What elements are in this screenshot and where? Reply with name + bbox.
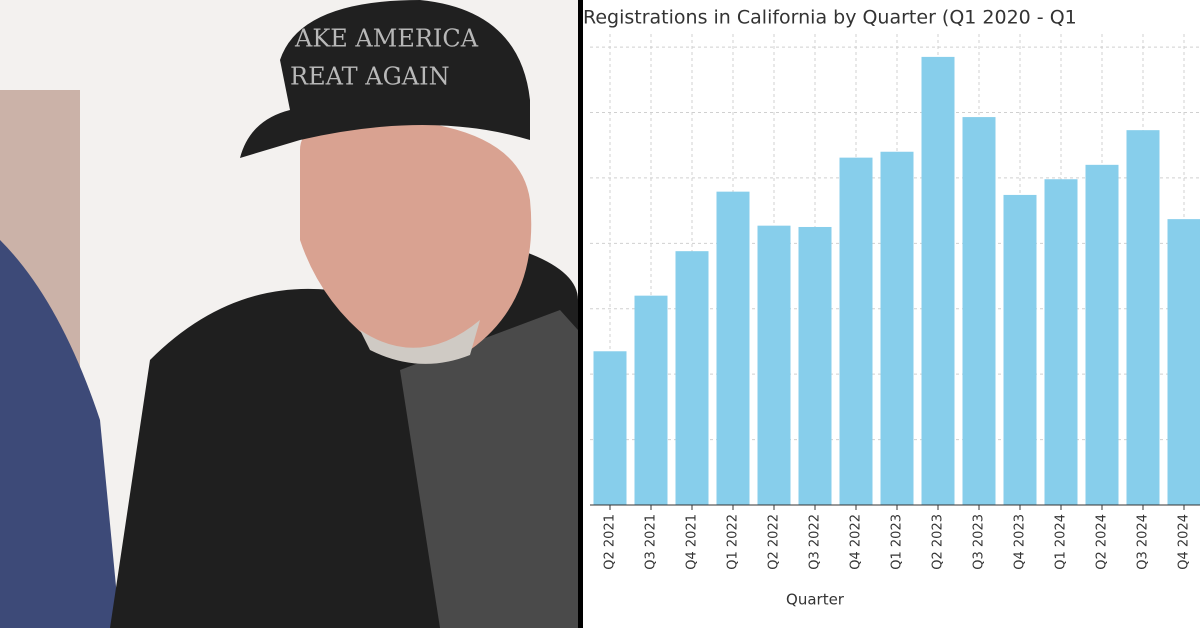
x-tick-label: Q2 2021 bbox=[603, 514, 618, 570]
divider bbox=[578, 0, 583, 628]
bar bbox=[716, 191, 750, 505]
x-axis-label: Quarter bbox=[786, 591, 845, 609]
x-tick-label: Q2 2024 bbox=[1095, 514, 1110, 570]
cap-text: AKE AMERICA bbox=[294, 25, 479, 53]
bar bbox=[880, 151, 914, 505]
bar bbox=[1126, 130, 1160, 505]
bar bbox=[1167, 219, 1200, 506]
x-tick-label: Q2 2023 bbox=[931, 514, 946, 570]
x-tick-label: Q1 2022 bbox=[726, 514, 741, 570]
chart: Registrations in California by Quarter (… bbox=[583, 0, 1200, 628]
x-tick-label: Q1 2023 bbox=[890, 514, 905, 570]
x-tick-label: Q3 2024 bbox=[1136, 514, 1151, 570]
bar bbox=[757, 225, 791, 505]
bar bbox=[962, 117, 996, 506]
x-tick-label: Q4 2023 bbox=[1013, 514, 1028, 570]
x-tick-label: Q3 2021 bbox=[644, 514, 659, 570]
bar bbox=[921, 56, 955, 505]
cap-text: REAT AGAIN bbox=[290, 63, 450, 91]
bar bbox=[1085, 164, 1119, 506]
bar bbox=[798, 226, 832, 505]
x-tick-label: Q4 2021 bbox=[685, 514, 700, 570]
bar bbox=[1044, 179, 1078, 505]
x-tick-label: Q2 2022 bbox=[767, 514, 782, 570]
bar bbox=[1003, 194, 1037, 506]
bar bbox=[675, 251, 709, 505]
x-tick-label: Q4 2022 bbox=[849, 514, 864, 570]
bar bbox=[593, 351, 627, 505]
chart-title: Registrations in California by Quarter (… bbox=[583, 7, 1077, 29]
x-tick-label: Q4 2024 bbox=[1177, 514, 1192, 570]
bar bbox=[634, 295, 668, 505]
x-tick-label: Q1 2024 bbox=[1054, 514, 1069, 570]
x-tick-label: Q3 2022 bbox=[808, 514, 823, 570]
photo: AKE AMERICA REAT AGAIN bbox=[0, 0, 578, 628]
x-tick-label: Q3 2023 bbox=[972, 514, 987, 570]
bar bbox=[839, 157, 873, 505]
